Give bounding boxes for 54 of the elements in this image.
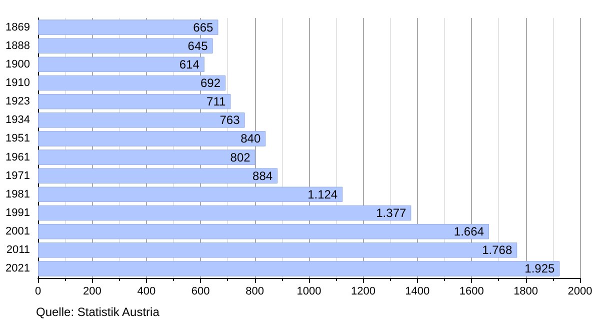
data-label: 711 xyxy=(206,94,226,109)
bar xyxy=(38,75,226,91)
y-tick-label: 1869 xyxy=(6,21,30,34)
x-tick-label: 1200 xyxy=(350,286,376,298)
data-label: 1.768 xyxy=(482,243,512,258)
bar xyxy=(38,205,412,221)
x-tick-label: 400 xyxy=(137,286,156,298)
y-tick-label: 1934 xyxy=(6,114,30,126)
bar xyxy=(38,186,343,202)
data-label: 1.664 xyxy=(454,224,484,239)
bar xyxy=(38,20,218,35)
x-tick-label: 1000 xyxy=(296,286,322,298)
y-tick-label: 2021 xyxy=(6,262,30,275)
x-tick-label: 2000 xyxy=(568,286,592,298)
y-tick-label: 1900 xyxy=(6,58,30,70)
x-tick-label: 600 xyxy=(191,286,210,298)
x-tick-label: 1400 xyxy=(405,286,430,298)
y-tick-label: 1981 xyxy=(6,188,30,200)
y-tick-label: 1991 xyxy=(6,207,30,219)
x-tick-label: 200 xyxy=(83,286,102,298)
source-note: Quelle: Statistik Austria xyxy=(36,305,160,319)
bar xyxy=(38,150,256,165)
bar xyxy=(38,261,560,276)
data-label: 1.925 xyxy=(524,262,555,276)
data-label: 840 xyxy=(240,132,261,146)
y-tick-label: 1971 xyxy=(6,170,30,182)
y-tick-label: 1888 xyxy=(6,40,30,52)
y-tick-label: 1961 xyxy=(6,151,30,164)
y-tick-label: 1923 xyxy=(6,96,30,108)
x-tick-label: 1800 xyxy=(514,286,538,298)
y-tick-label: 1951 xyxy=(6,132,30,145)
bar xyxy=(38,94,231,110)
x-tick-label: 0 xyxy=(34,286,42,298)
x-tick-label: 1600 xyxy=(459,286,484,298)
data-label: 1.124 xyxy=(308,187,338,202)
y-tick-label: 2011 xyxy=(6,244,30,256)
bar xyxy=(38,168,278,184)
bar xyxy=(38,131,266,146)
bar xyxy=(38,56,204,72)
data-label: 763 xyxy=(220,113,240,128)
data-label: 614 xyxy=(179,57,200,72)
x-tick-label: 800 xyxy=(246,286,264,298)
y-tick-label: 1910 xyxy=(6,77,30,89)
bar xyxy=(38,38,213,54)
data-label: 645 xyxy=(188,38,208,53)
bar xyxy=(38,224,489,240)
data-label: 802 xyxy=(230,150,251,164)
data-label: 665 xyxy=(193,20,214,34)
data-label: 692 xyxy=(200,76,221,90)
data-label: 884 xyxy=(252,168,273,183)
data-label: 1.377 xyxy=(376,206,406,220)
bar xyxy=(38,242,518,258)
bar xyxy=(38,112,245,128)
y-tick-label: 2001 xyxy=(6,226,30,238)
